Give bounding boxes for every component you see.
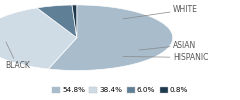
Text: WHITE: WHITE — [123, 5, 198, 19]
Text: ASIAN: ASIAN — [139, 41, 196, 50]
Wedge shape — [37, 5, 77, 38]
Wedge shape — [48, 5, 173, 70]
Wedge shape — [0, 8, 77, 69]
Wedge shape — [72, 5, 77, 38]
Text: HISPANIC: HISPANIC — [123, 53, 208, 62]
Text: BLACK: BLACK — [5, 42, 30, 70]
Legend: 54.8%, 38.4%, 6.0%, 0.8%: 54.8%, 38.4%, 6.0%, 0.8% — [49, 84, 191, 96]
